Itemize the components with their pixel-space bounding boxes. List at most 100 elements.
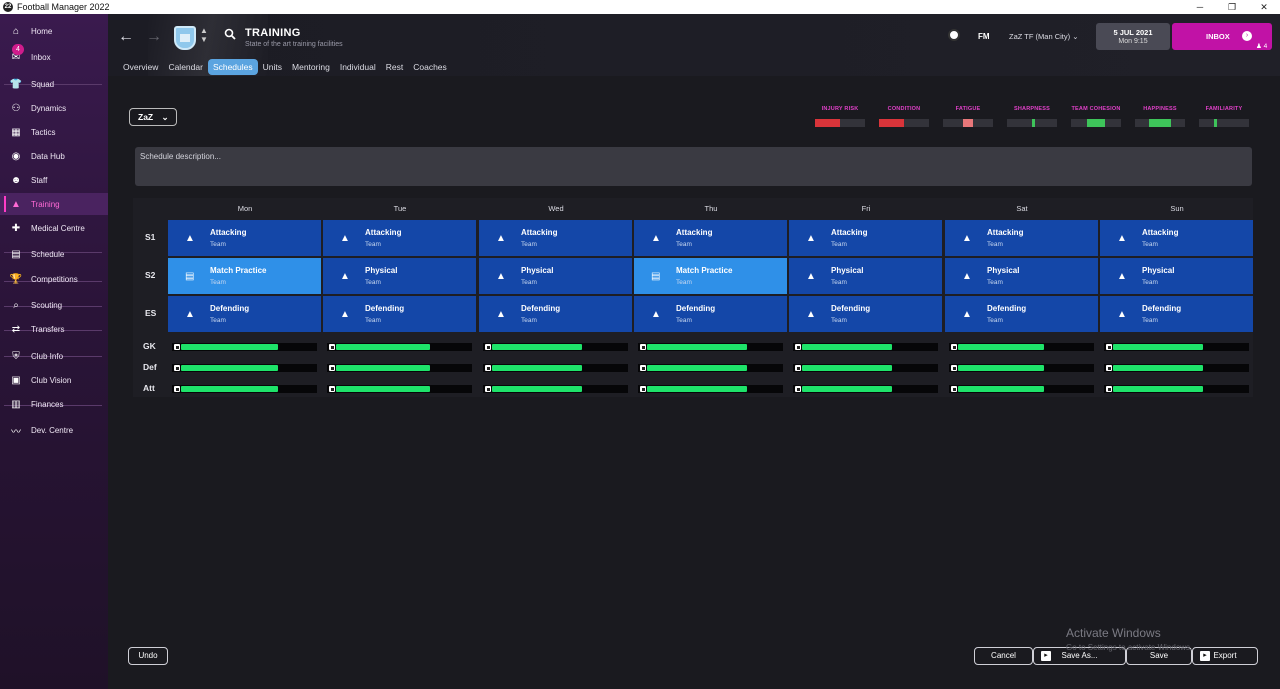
training-session-cell[interactable]: ▲ Defending Team [168,296,321,332]
training-cone-icon: ▲ [806,309,816,320]
training-session-cell[interactable]: ▲ Defending Team [323,296,476,332]
sidebar-item-dev-centre[interactable]: 〰 Dev. Centre [0,419,108,441]
training-session-cell[interactable]: ▲ Attacking Team [323,220,476,256]
export-icon: ▸ [1200,651,1210,661]
training-session-cell[interactable]: ▲ Defending Team [945,296,1098,332]
club-switch-chevron-icon[interactable]: ▲ ▼ [200,26,208,44]
training-session-cell[interactable]: ▲ Defending Team [634,296,787,332]
manager-selector[interactable]: ZaZ TF (Man City) ⌄ [1009,32,1079,41]
training-session-cell[interactable]: ▲ Physical Team [323,258,476,294]
sidebar-item-inbox[interactable]: ✉ Inbox 4 [0,44,108,68]
metric-bar-fill [963,119,973,127]
sidebar-item-scouting[interactable]: ⌕ Scouting [0,294,108,316]
sidebar-item-competitions[interactable]: 🏆 Competitions [0,268,108,290]
tab-coaches[interactable]: Coaches [413,62,447,72]
training-session-cell[interactable]: ▲ Defending Team [479,296,632,332]
day-header-tue: Tue [393,204,407,213]
save-as-button[interactable]: ▸ Save As... [1033,647,1126,665]
restore-icon[interactable]: ❐ [1227,2,1237,12]
sidebar-item-label: Data Hub [31,151,65,161]
training-session-cell[interactable]: ▲ Defending Team [789,296,942,332]
training-load-bar [949,385,1094,393]
tab-mentoring[interactable]: Mentoring [292,62,330,72]
training-session-cell[interactable]: ▲ Attacking Team [789,220,942,256]
save-button[interactable]: Save [1126,647,1192,665]
undo-button[interactable]: Undo [128,647,168,665]
sidebar-item-label: Training [31,199,60,209]
back-arrow-icon[interactable]: ← [118,28,134,45]
sidebar-item-finances[interactable]: ▥ Finances [0,393,108,415]
session-type: Team [210,317,226,324]
day-header-thu: Thu [704,204,718,213]
session-type: Team [831,279,847,286]
training-session-cell[interactable]: ▲ Physical Team [789,258,942,294]
session-name: Defending [521,304,561,313]
sidebar-separator [4,405,102,406]
sidebar-item-club-info[interactable]: ⛨ Club Info [0,345,108,367]
sidebar-item-home[interactable]: ⌂ Home [0,20,108,42]
sidebar-item-staff[interactable]: ☻ Staff [0,169,108,191]
football-icon[interactable] [948,29,960,41]
fm-menu-button[interactable]: FM [978,32,990,41]
main-content: ZaZ ⌄ INJURY RISK CONDITION FATIGUE SHARPNE… [108,76,1280,689]
load-marker-icon [174,344,180,350]
sidebar-item-transfers[interactable]: ⇄ Transfers [0,318,108,340]
tab-calendar[interactable]: Calendar [168,62,203,72]
training-session-cell[interactable]: ▲ Attacking Team [945,220,1098,256]
sidebar-item-training[interactable]: ▲ Training [0,193,108,215]
training-session-cell[interactable]: ▤ Match Practice Team [168,258,321,294]
load-bar-fill [492,386,582,392]
metric-bar [1135,119,1185,127]
minimize-icon[interactable]: ─ [1196,2,1204,12]
forward-arrow-icon[interactable]: → [146,28,162,45]
tab-overview[interactable]: Overview [123,62,159,72]
metric-label: INJURY RISK [821,106,859,112]
sidebar-item-dynamics[interactable]: ⚇ Dynamics [0,97,108,119]
tab-units[interactable]: Units [262,62,283,72]
tab-schedules[interactable]: Schedules [207,59,258,75]
header: ← → ▲ ▼ TRAINING State of the art trainin… [108,14,1280,76]
sidebar-item-medical-centre[interactable]: ✚ Medical Centre [0,217,108,239]
training-session-cell[interactable]: ▲ Attacking Team [634,220,787,256]
day-header-wed: Wed [548,204,564,213]
session-name: Defending [831,304,871,313]
sidebar-item-label: Squad [31,79,55,89]
metric-bar [1071,119,1121,127]
export-button[interactable]: ▸ Export [1192,647,1258,665]
training-session-cell[interactable]: ▲ Physical Team [945,258,1098,294]
training-session-cell[interactable]: ▤ Match Practice Team [634,258,787,294]
cancel-button[interactable]: Cancel [974,647,1033,665]
squad-selector[interactable]: ZaZ ⌄ [129,108,177,126]
training-session-cell[interactable]: ▲ Attacking Team [479,220,632,256]
clipboard-icon: ▤ [651,271,661,282]
sidebar-item-club-vision[interactable]: ▣ Club Vision [0,369,108,391]
sidebar-item-tactics[interactable]: ▦ Tactics [0,121,108,143]
schedule-description-input[interactable]: Schedule description... [135,147,1252,186]
home-icon: ⌂ [12,25,20,37]
session-type: Team [521,241,537,248]
metric-sharpness: SHARPNESS [1007,106,1057,127]
training-load-bar [793,385,938,393]
training-session-cell[interactable]: ▲ Physical Team [479,258,632,294]
close-icon[interactable]: ✕ [1260,2,1268,12]
training-session-cell[interactable]: ▲ Physical Team [1100,258,1253,294]
training-session-cell[interactable]: ▲ Attacking Team [1100,220,1253,256]
sidebar-item-data-hub[interactable]: ◉ Data Hub [0,145,108,167]
day-header-sat: Sat [1016,204,1028,213]
sidebar-item-schedule[interactable]: ▤ Schedule [0,243,108,265]
load-marker-icon [640,344,646,350]
date-continue-box[interactable]: 5 JUL 2021 Mon 9:15 [1096,23,1170,50]
tab-rest[interactable]: Rest [385,62,404,72]
training-cone-icon: ▲ [340,309,350,320]
training-session-cell[interactable]: ▲ Attacking Team [168,220,321,256]
tab-individual[interactable]: Individual [339,62,376,72]
sidebar-item-squad[interactable]: 👕 Squad [0,73,108,95]
inbox-continue-button[interactable]: INBOX › ♟ 4 [1172,23,1272,50]
club-badge-icon[interactable] [174,26,196,50]
metric-bar-fill [879,119,904,127]
training-session-cell[interactable]: ▲ Defending Team [1100,296,1253,332]
tactics-board-icon: ▦ [11,126,21,138]
load-bar-fill [1113,344,1203,350]
sidebar-item-label: Inbox [31,52,51,62]
search-icon[interactable] [224,28,236,40]
